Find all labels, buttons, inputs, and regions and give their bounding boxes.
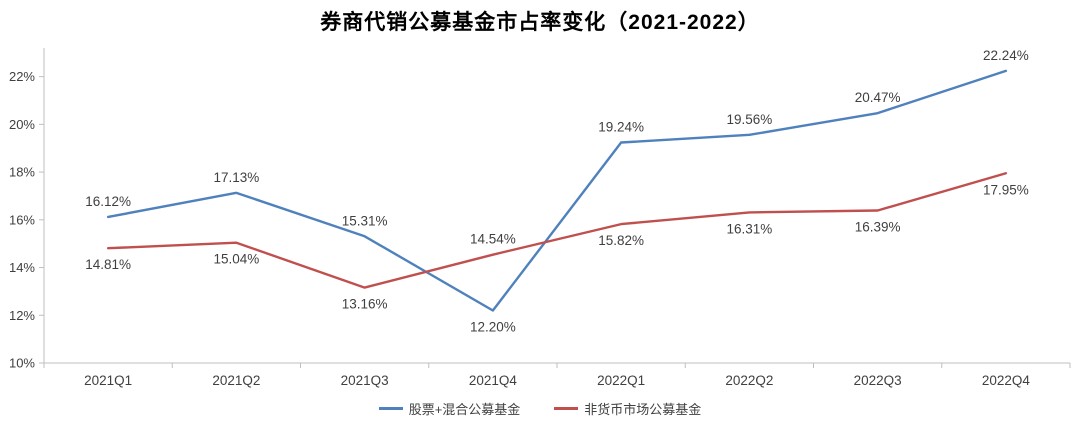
data-label: 19.56% (726, 112, 772, 127)
y-tick-label: 18% (9, 165, 35, 180)
data-label: 12.20% (470, 320, 516, 335)
y-tick-label: 12% (9, 308, 35, 323)
x-tick-label: 2022Q2 (725, 373, 773, 388)
legend-line-swatch-blue (378, 407, 403, 410)
y-tick-label: 20% (9, 117, 35, 132)
chart-title: 券商代销公募基金市占率变化（2021-2022） (320, 11, 760, 34)
data-label: 22.24% (983, 48, 1029, 63)
data-label: 17.13% (213, 170, 259, 185)
series-line-0 (106, 69, 1008, 312)
data-label: 15.31% (342, 213, 388, 228)
data-label: 16.31% (726, 221, 772, 236)
legend-label: 股票+混合公募基金 (408, 402, 521, 417)
legend-item-equity-hybrid-funds: 股票+混合公募基金 (378, 399, 521, 418)
data-label: 16.12% (85, 194, 131, 209)
y-tick-label: 14% (9, 260, 35, 275)
x-tick-label: 2021Q3 (341, 373, 389, 388)
series-line-1 (106, 172, 1008, 289)
legend-item-nonmoney-market-funds: 非货币市场公募基金 (554, 399, 701, 418)
x-tick-label: 2021Q4 (469, 373, 518, 388)
legend-label: 非货币市场公募基金 (584, 402, 702, 417)
legend-line-swatch-red (554, 407, 579, 410)
data-label: 13.16% (342, 297, 388, 312)
x-tick-label: 2021Q1 (84, 373, 132, 388)
data-label: 19.24% (598, 120, 644, 135)
data-label: 17.95% (983, 182, 1029, 197)
data-label: 16.39% (855, 220, 901, 235)
y-tick-label: 16% (9, 212, 35, 227)
data-label: 15.04% (213, 252, 259, 267)
x-tick-label: 2022Q4 (982, 373, 1031, 388)
y-tick-label: 22% (9, 69, 35, 84)
x-tick-label: 2022Q3 (854, 373, 902, 388)
x-tick-label: 2021Q2 (212, 373, 260, 388)
data-label: 14.81% (85, 257, 131, 272)
y-tick-label: 10% (9, 356, 35, 371)
x-tick-label: 2022Q1 (597, 373, 645, 388)
data-label: 15.82% (598, 233, 644, 248)
data-label: 20.47% (855, 90, 901, 105)
chart-legend: 股票+混合公募基金 非货币市场公募基金 (0, 399, 1080, 418)
data-label: 14.54% (470, 232, 516, 247)
